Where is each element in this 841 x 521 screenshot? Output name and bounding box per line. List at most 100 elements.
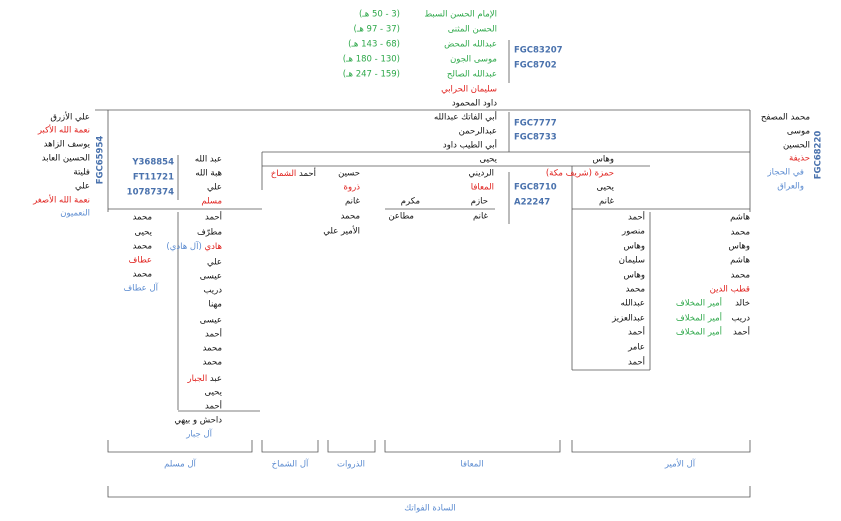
label: أحمد (628, 211, 645, 223)
connector-lines (95, 40, 751, 498)
label: مطاعن (388, 212, 414, 222)
label: محمد المصفح (761, 113, 810, 123)
label: (130 - 180 هـ) (343, 55, 400, 65)
label: فليتة (73, 168, 90, 178)
label: FGC8702 (514, 61, 557, 71)
label: (37 - 97 هـ) (354, 25, 400, 35)
label: داود المحمود (452, 99, 497, 109)
label: يحيى (596, 183, 614, 193)
label: وهاس (728, 242, 750, 252)
label: الحسن المثنى (448, 25, 497, 35)
label: هاشم (730, 213, 750, 223)
label: محمد (731, 271, 750, 281)
label: عبدالله المحض (444, 40, 497, 50)
label: عطاف (129, 256, 152, 266)
label: المعافا (460, 460, 483, 470)
compound-label: هادي (آل هادي) (166, 240, 222, 252)
label: محمد (133, 242, 152, 252)
label: وهاس (592, 155, 614, 165)
label: مهنا (208, 300, 222, 310)
label: مسلم (201, 197, 222, 207)
label: أمير المخلاف (676, 326, 722, 338)
label: أحمد (628, 326, 645, 338)
label: دريب (203, 286, 222, 296)
label: محمد (341, 212, 360, 222)
label: منصور (621, 227, 645, 237)
label: علي الأزرق (50, 112, 90, 123)
label: داحش و بيهي (174, 416, 222, 426)
label: عيسى (200, 272, 222, 282)
label: أحمد (628, 356, 645, 368)
label: ذروة (344, 183, 361, 193)
label: أمير المخلاف (676, 312, 722, 324)
label: عيسى (200, 316, 222, 326)
label: محمد (626, 285, 645, 295)
label: (159 - 247 هـ) (343, 70, 400, 80)
label: علي (207, 183, 222, 193)
label: محمد (133, 213, 152, 223)
label: سليمان الحرابي (441, 85, 497, 95)
label: غانم (345, 197, 361, 207)
label: حذيفة (789, 154, 810, 164)
label: الحسين (783, 141, 810, 151)
label: (3 - 50 هـ) (359, 10, 400, 20)
label: أحمد (205, 328, 222, 340)
label: عبدالله الصالح (447, 70, 497, 80)
label: الإمام الحسن السبط (424, 10, 497, 20)
label: موسى الجون (450, 55, 497, 65)
label: علي (75, 182, 90, 192)
label: أحمد (733, 326, 750, 338)
label: FGC65954 (96, 136, 106, 185)
label: يحيى (134, 228, 152, 238)
label: محمد (133, 270, 152, 280)
label: علي (207, 258, 222, 268)
label: دريب (731, 314, 750, 324)
label: مطرّف (197, 228, 222, 238)
label: مكرم (401, 197, 420, 207)
label: الذروات (337, 460, 365, 470)
label: FGC7777 (514, 119, 557, 129)
label-part: عبد (210, 374, 222, 384)
label: آل عطاف (123, 282, 158, 294)
label: الرديني (469, 169, 494, 179)
label: أبي الفاتك عبدالله (434, 111, 497, 123)
label: FGC83207 (514, 46, 563, 56)
label: (68 - 143 هـ) (348, 40, 400, 50)
label: أحمد (205, 400, 222, 412)
label: النعميون (60, 209, 90, 219)
label: FGC68220 (814, 131, 824, 180)
label: غانم (599, 197, 615, 207)
compound-label: عبد الجبار (186, 374, 222, 384)
label: السادة الفواتك (404, 504, 456, 514)
label: والعراق (777, 182, 804, 192)
label: يحيى (479, 155, 497, 165)
label: آل الشماخ (272, 458, 309, 470)
label: عبدالعزيز (611, 314, 645, 324)
label-part: الشماخ (271, 169, 299, 179)
label: عبدالرحمن (459, 127, 497, 137)
label: خالد (735, 299, 750, 309)
label: FGC8733 (514, 133, 557, 143)
label: أبي الطيب داود (443, 139, 497, 151)
label: وهاس (623, 271, 645, 281)
label: في الحجاز (767, 168, 804, 178)
label: حسين (338, 169, 360, 179)
label: محمد (731, 228, 750, 238)
label: هبة الله (195, 169, 222, 179)
label: محمد (203, 358, 222, 368)
label: موسى (787, 127, 810, 137)
label: Y368854 (131, 158, 174, 168)
label: عبدالله (621, 299, 645, 309)
label: نعمة الله الأكبر (37, 125, 90, 136)
compound-label: أحمد الشماخ (271, 167, 316, 179)
label: آل مسلم (164, 458, 196, 470)
label: عبد الله (195, 155, 222, 165)
label-part: أحمد (299, 167, 316, 179)
label: يحيى (204, 388, 222, 398)
label: محمد (203, 344, 222, 354)
label: حمزة (شريف مكة) (546, 169, 614, 179)
label: وهاس (623, 242, 645, 252)
label: أمير المخلاف (676, 297, 722, 309)
label: عامر (627, 343, 645, 353)
